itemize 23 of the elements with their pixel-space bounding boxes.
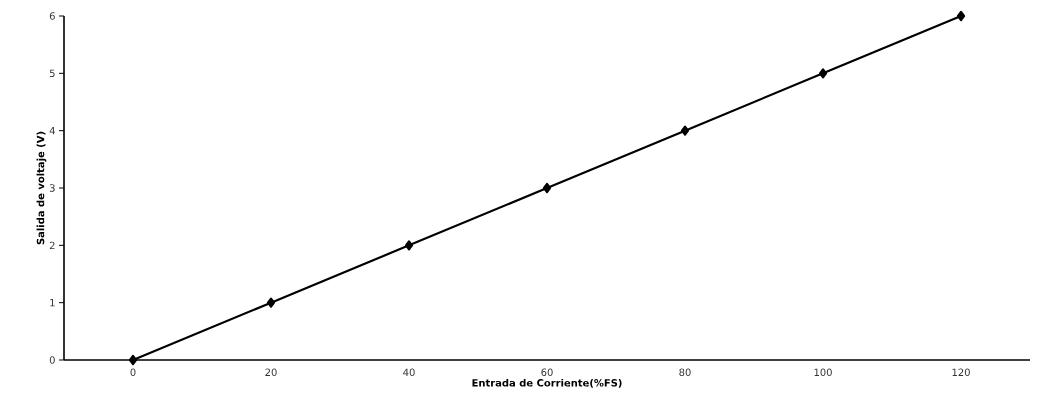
y-tick-label: 6 (49, 12, 55, 20)
point (680, 125, 690, 136)
x-tick-label: 40 (403, 368, 415, 377)
x-tick-label: 20 (265, 368, 277, 377)
point (818, 68, 828, 79)
y-tick-label: 4 (49, 127, 55, 135)
x-tick-label: 120 (952, 368, 970, 377)
y-tick-label: 1 (50, 299, 55, 307)
point (404, 240, 414, 251)
x-tick-label: 80 (679, 368, 691, 377)
point (128, 354, 138, 366)
x-tick-label: 100 (814, 368, 832, 377)
point (542, 182, 552, 194)
point (266, 297, 276, 308)
y-tick-label: 0 (49, 356, 55, 364)
y-tick-label: 3 (49, 184, 55, 192)
x-axis-title: Entrada de Corriente(%FS) (472, 378, 622, 388)
y-tick-label: 2 (49, 241, 55, 250)
y-tick-label: 5 (49, 69, 55, 78)
point (956, 10, 966, 22)
x-tick-label: 60 (541, 368, 553, 377)
y-axis-title: Salida de voltaje (V) (36, 131, 47, 245)
x-tick-label: 0 (130, 368, 136, 377)
